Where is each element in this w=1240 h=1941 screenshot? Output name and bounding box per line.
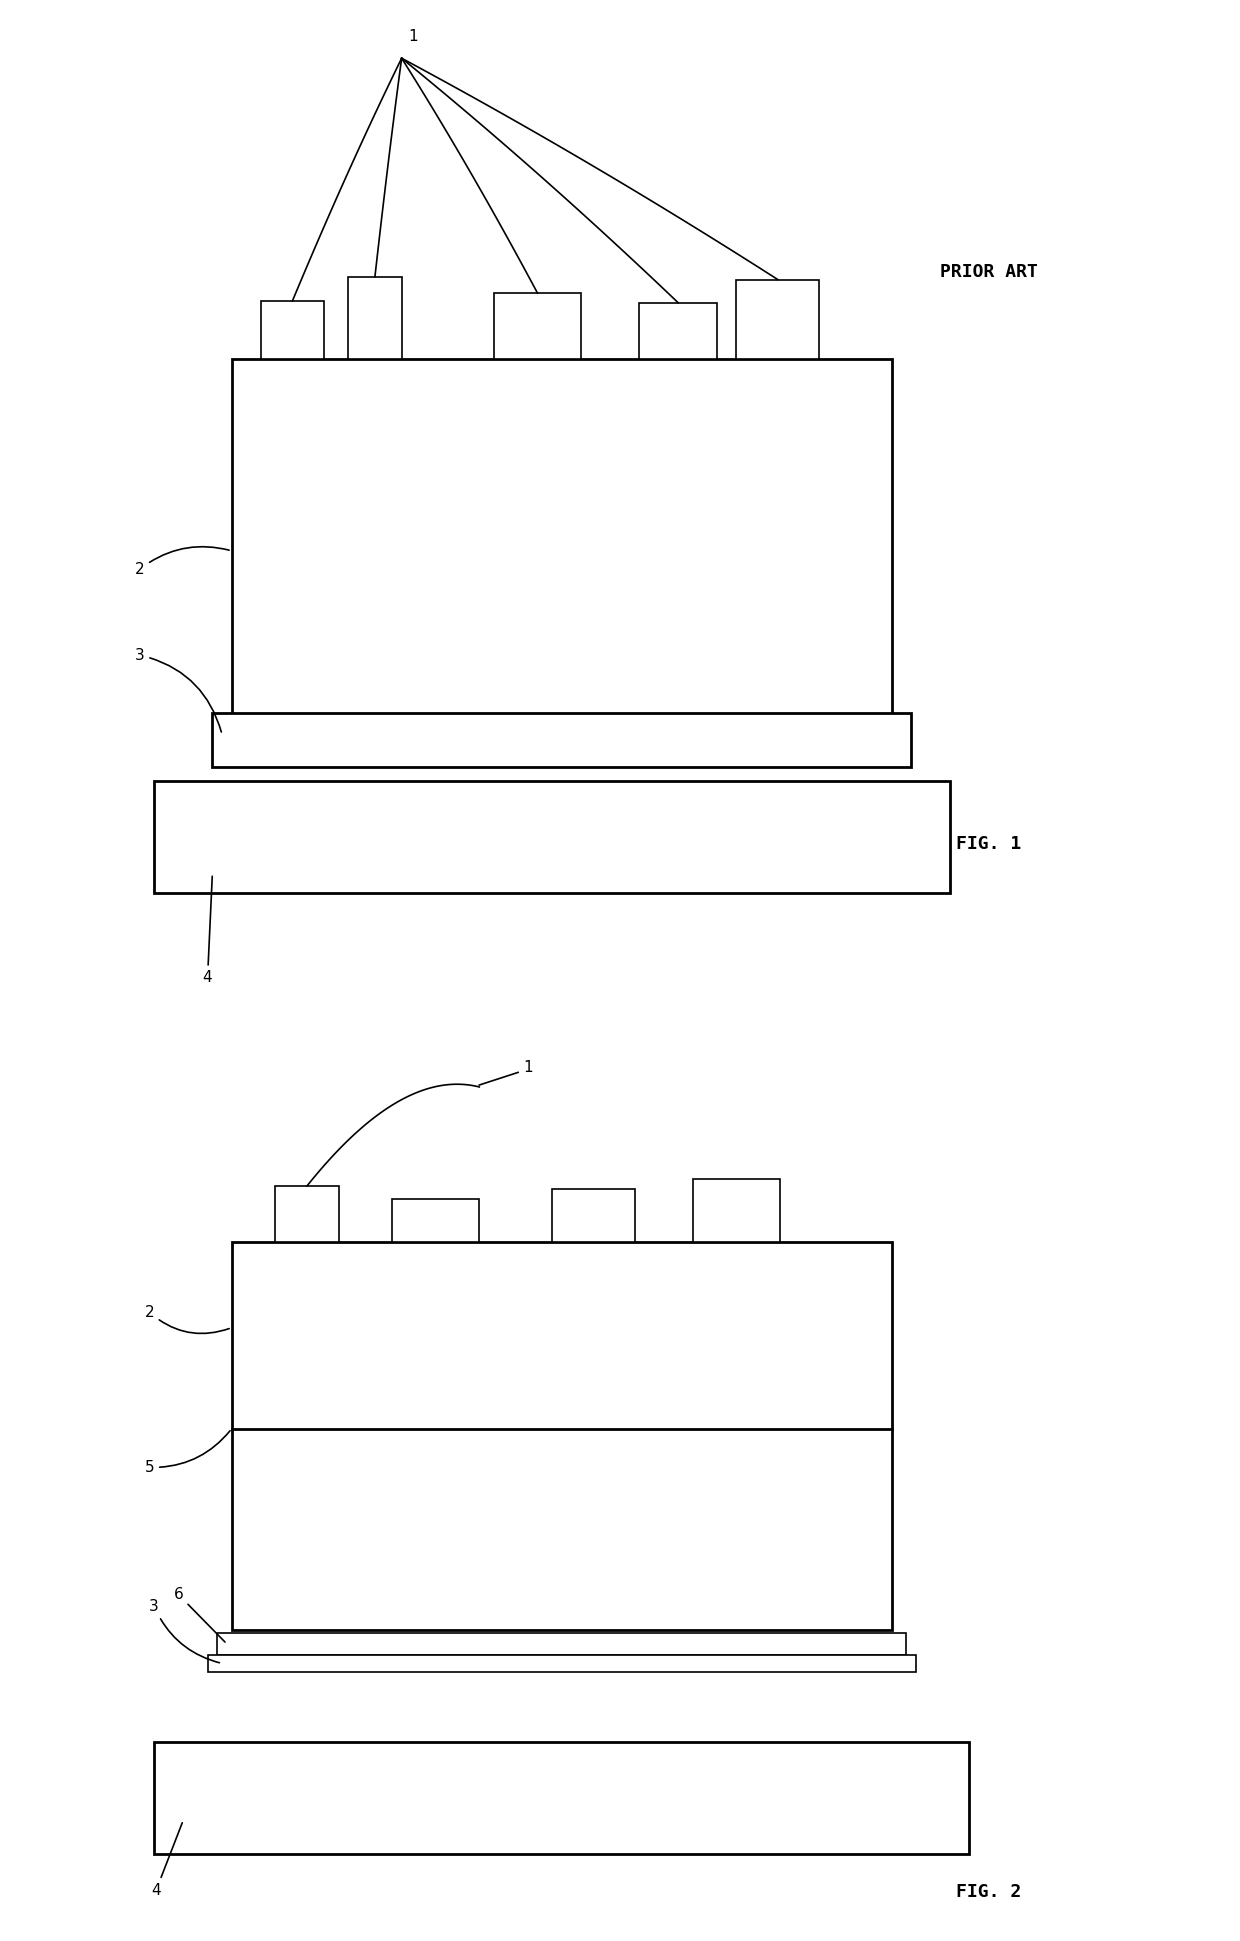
Bar <box>737 280 818 359</box>
Text: 2: 2 <box>145 1304 229 1333</box>
Bar <box>154 1743 970 1854</box>
Bar <box>217 1634 906 1654</box>
Bar <box>212 712 911 767</box>
Bar <box>232 359 892 728</box>
Bar <box>640 303 717 359</box>
Bar <box>275 1186 339 1242</box>
Text: 5: 5 <box>145 1431 231 1475</box>
Text: 4: 4 <box>151 1823 182 1898</box>
Bar <box>392 1198 480 1242</box>
Text: 3: 3 <box>149 1599 219 1663</box>
Text: PRIOR ART: PRIOR ART <box>940 262 1038 281</box>
Text: 1: 1 <box>408 29 418 43</box>
Bar <box>232 1242 892 1630</box>
Text: 1: 1 <box>523 1060 532 1075</box>
Bar <box>693 1178 780 1242</box>
Text: FIG. 2: FIG. 2 <box>956 1883 1022 1902</box>
Bar <box>494 293 582 359</box>
Text: 2: 2 <box>135 547 229 576</box>
Bar <box>207 1654 916 1673</box>
Text: 3: 3 <box>135 648 222 732</box>
Text: 6: 6 <box>174 1588 224 1642</box>
Bar <box>348 276 402 359</box>
Bar <box>552 1188 635 1242</box>
Bar <box>154 780 950 893</box>
Text: 4: 4 <box>202 875 212 986</box>
Text: FIG. 1: FIG. 1 <box>956 835 1022 854</box>
Bar <box>260 301 324 359</box>
